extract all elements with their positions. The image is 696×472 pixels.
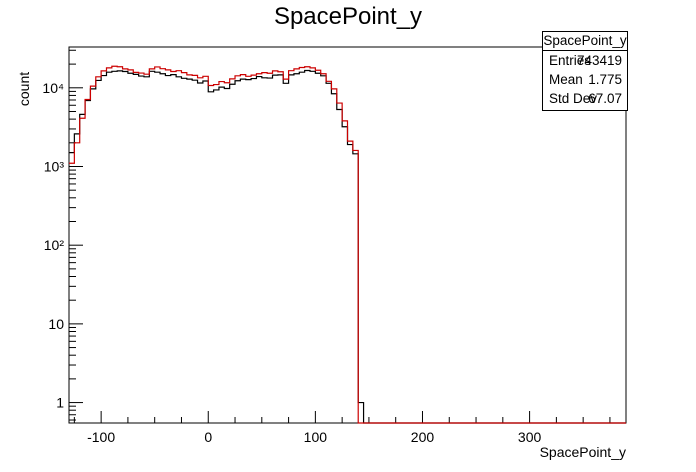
- x-tick-label: 300: [518, 429, 542, 445]
- plot-frame: [68, 46, 627, 424]
- x-axis: -100 0 100 200 300: [73, 411, 611, 445]
- stats-value: 67.07: [588, 91, 622, 106]
- stats-box: SpacePoint_y Entries 743419 Mean 1.775 S…: [542, 31, 628, 111]
- chart-title: SpacePoint_y: [273, 3, 423, 30]
- series-red-line: [69, 65, 626, 424]
- stats-value: 743419: [576, 53, 622, 68]
- stats-value: 1.775: [588, 72, 622, 87]
- y-tick-label: 1: [56, 395, 64, 411]
- y-tick-label: 10²: [44, 237, 65, 253]
- y-axis: 1 10 10² 10³ 10⁴: [42, 49, 83, 421]
- stats-row-entries: Entries 743419: [543, 51, 627, 70]
- stats-key: Std Dev: [549, 91, 598, 106]
- x-tick-label: -100: [87, 429, 115, 445]
- y-tick-label: 10³: [44, 158, 65, 174]
- stats-box-title: SpacePoint_y: [543, 32, 627, 51]
- y-tick-label: 10⁴: [42, 80, 64, 96]
- stats-key: Entries: [549, 53, 592, 68]
- y-axis-label: count: [16, 72, 32, 106]
- stats-row-stddev: Std Dev 67.07: [543, 89, 627, 108]
- stats-row-mean: Mean 1.775: [543, 70, 627, 89]
- x-tick-label: 200: [411, 429, 435, 445]
- stats-key: Mean: [549, 72, 583, 87]
- y-tick-label: 10: [48, 316, 64, 332]
- x-tick-label: 0: [204, 429, 212, 445]
- x-tick-label: 100: [304, 429, 328, 445]
- histogram-series: [69, 65, 626, 424]
- x-axis-label: SpacePoint_y: [540, 444, 626, 460]
